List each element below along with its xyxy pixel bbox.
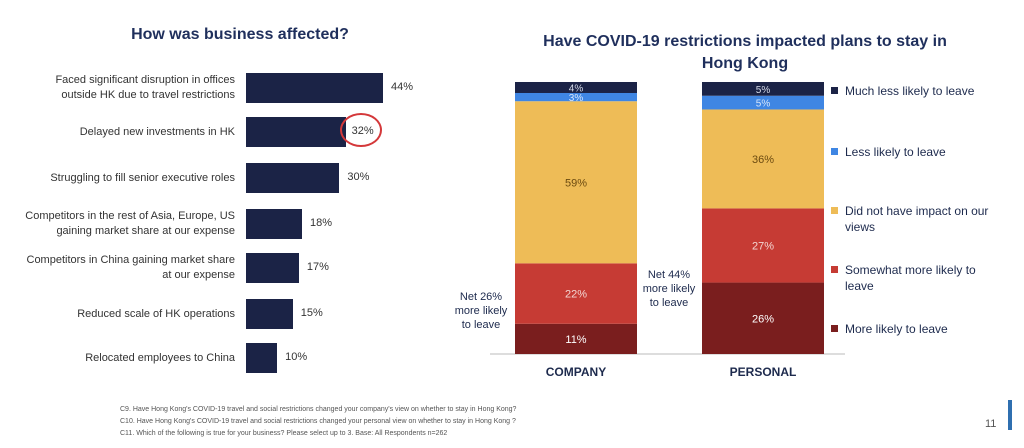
bar-category-label: Delayed new investments in HK bbox=[15, 125, 235, 140]
legend-label-line: views bbox=[845, 220, 876, 234]
bar-category-label-line: Competitors in the rest of Asia, Europe,… bbox=[25, 210, 235, 222]
right-chart-title: Have COVID-19 restrictions impacted plan… bbox=[530, 31, 960, 75]
category-axis-label: PERSONAL bbox=[730, 365, 797, 379]
segment-value-label: 22% bbox=[565, 289, 587, 301]
stacked-segment bbox=[515, 82, 637, 93]
bar-category-label-line: Faced significant disruption in offices bbox=[55, 74, 235, 86]
segment-value-label: 3% bbox=[569, 93, 584, 104]
net-annotation-line: to leave bbox=[649, 297, 689, 309]
category-axis-label: COMPANY bbox=[546, 365, 606, 379]
stacked-segment bbox=[702, 109, 824, 209]
bar-value-label: 17% bbox=[306, 261, 329, 273]
right-chart-title-line-2: Hong Kong bbox=[701, 55, 789, 72]
legend-item: Much less likely to leave bbox=[831, 83, 1015, 99]
bar-category-label: Reduced scale of HK operations bbox=[15, 307, 235, 322]
legend-swatch bbox=[831, 148, 838, 155]
segment-value-label: 11% bbox=[565, 334, 586, 346]
bar-category-label-line: gaining market share at our expense bbox=[56, 225, 235, 237]
bar-category-label-line: Relocated employees to China bbox=[85, 351, 235, 364]
bar-category-label-line: at our expense bbox=[162, 269, 235, 281]
bar bbox=[246, 253, 299, 283]
legend-label-line: More likely to leave bbox=[845, 322, 948, 336]
legend-label-line: leave bbox=[845, 279, 874, 293]
bar-category-label: Competitors in the rest of Asia, Europe,… bbox=[15, 209, 235, 239]
net-annotation-line: to leave bbox=[461, 319, 501, 331]
bar-category-label: Struggling to fill senior executive role… bbox=[15, 171, 235, 186]
bar-category-label: Competitors in China gaining market shar… bbox=[15, 253, 236, 283]
page-accent-bar bbox=[1008, 400, 1012, 430]
bar-value-label: 10% bbox=[285, 351, 308, 363]
bar bbox=[246, 163, 340, 193]
stacked-segment bbox=[515, 101, 637, 264]
segment-value-label: 59% bbox=[565, 177, 587, 189]
segment-value-label: 4% bbox=[569, 83, 584, 94]
bar bbox=[246, 343, 278, 373]
legend-swatch bbox=[831, 207, 838, 214]
stacked-segment bbox=[702, 282, 824, 354]
bar-category-label-line: Competitors in China gaining market shar… bbox=[26, 254, 236, 266]
footnote-c11: C11. Which of the following is true for … bbox=[120, 430, 448, 437]
net-annotation-line: more likely bbox=[454, 305, 508, 317]
stacked-segment bbox=[702, 82, 824, 96]
net-annotation: Net 26% more likely to leave bbox=[450, 290, 512, 332]
bar-category-label-line: Struggling to fill senior executive role… bbox=[50, 171, 235, 184]
stacked-segment bbox=[515, 323, 637, 354]
net-annotation: Net 44% more likely to leave bbox=[638, 268, 700, 310]
bar-category-label: Faced significant disruption in offices o… bbox=[15, 73, 235, 103]
bar-category-label-line: Delayed new investments in HK bbox=[79, 125, 235, 138]
legend-label-line: Much less likely to leave bbox=[845, 84, 975, 98]
right-chart-title-line-1: Have COVID-19 restrictions impacted plan… bbox=[543, 33, 947, 50]
highlight-circle bbox=[340, 113, 382, 147]
bar-value-label: 15% bbox=[300, 307, 323, 319]
bar-category-label-line: outside HK due to travel restrictions bbox=[61, 89, 235, 101]
legend-swatch bbox=[831, 325, 838, 332]
legend-item: More likely to leave bbox=[831, 321, 1015, 337]
bar-value-label: 30% bbox=[347, 171, 370, 183]
footnote-c9: C9. Have Hong Kong's COVID-19 travel and… bbox=[120, 406, 517, 413]
stacked-segment bbox=[515, 92, 637, 102]
segment-value-label: 5% bbox=[756, 85, 771, 96]
stacked-segment bbox=[515, 263, 637, 324]
net-annotation-line: more likely bbox=[642, 283, 696, 295]
segment-value-label: 36% bbox=[752, 154, 774, 166]
bar bbox=[246, 117, 346, 147]
bar-value-label: 18% bbox=[310, 217, 333, 229]
legend-item: Did not have impact on our views bbox=[831, 203, 1015, 235]
legend-label-line: Did not have impact on our bbox=[845, 204, 989, 218]
bar-value-label: 44% bbox=[391, 81, 414, 93]
bar-category-label: Relocated employees to China bbox=[15, 351, 235, 366]
bar bbox=[246, 209, 303, 239]
segment-value-label: 5% bbox=[756, 99, 771, 110]
page-number: 11 bbox=[985, 418, 997, 430]
segment-value-label: 26% bbox=[752, 313, 774, 325]
legend-label-line: Somewhat more likely to bbox=[845, 263, 976, 277]
net-annotation-line: Net 44% bbox=[647, 269, 691, 281]
stacked-segment bbox=[702, 208, 824, 283]
left-chart-title: How was business affected? bbox=[131, 26, 349, 43]
legend-swatch bbox=[831, 87, 838, 94]
bar bbox=[246, 73, 383, 103]
stacked-segment bbox=[702, 95, 824, 110]
net-annotation-line: Net 26% bbox=[459, 291, 503, 303]
legend-item: Somewhat more likely to leave bbox=[831, 262, 1015, 294]
bar bbox=[246, 299, 293, 329]
segment-value-label: 27% bbox=[752, 240, 774, 252]
bar-category-label-line: Reduced scale of HK operations bbox=[77, 307, 235, 320]
footnote-c10: C10. Have Hong Kong's COVID-19 travel an… bbox=[120, 418, 516, 425]
legend-item: Less likely to leave bbox=[831, 144, 1015, 160]
legend-label-line: Less likely to leave bbox=[845, 145, 946, 159]
legend-swatch bbox=[831, 266, 838, 273]
